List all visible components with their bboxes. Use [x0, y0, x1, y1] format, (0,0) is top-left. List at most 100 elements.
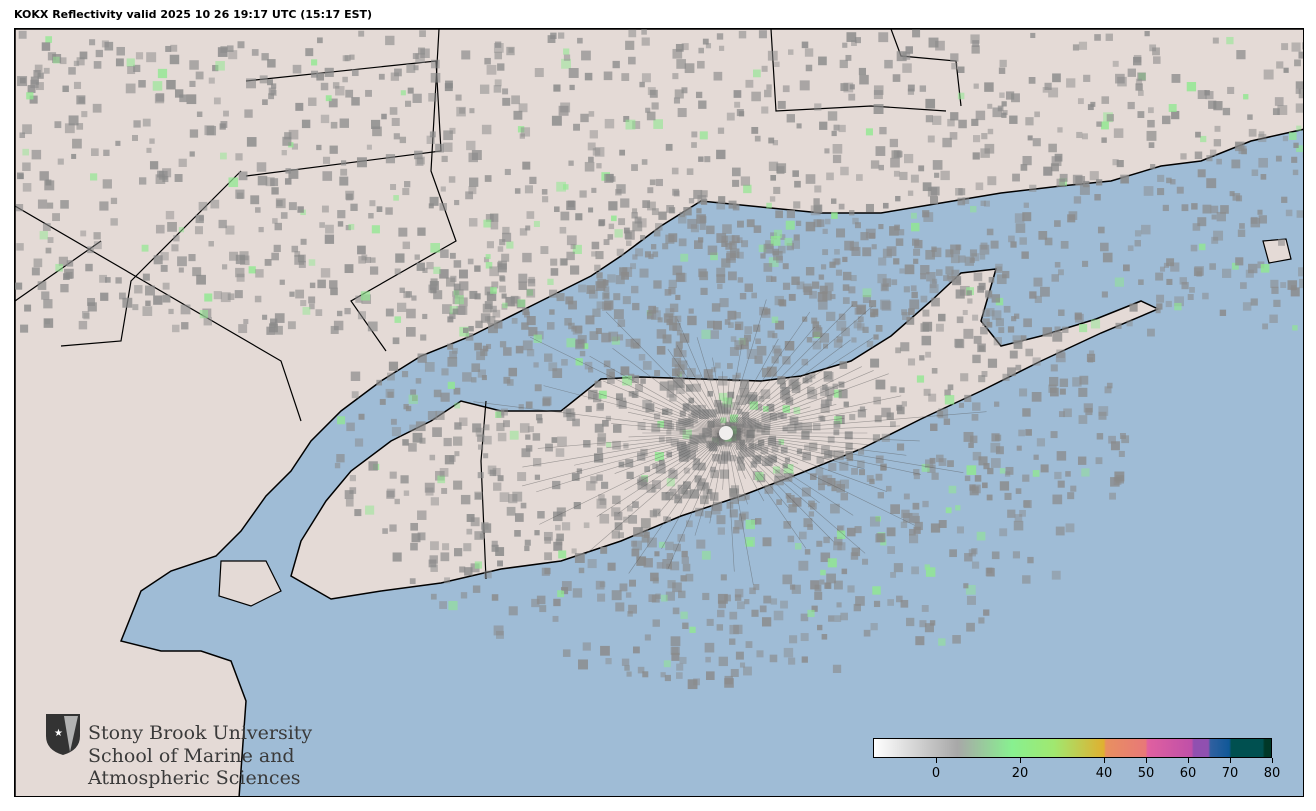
echo-pixel — [821, 445, 830, 455]
echo-pixel — [93, 61, 102, 69]
echo-pixel — [798, 531, 807, 540]
echo-pixel — [780, 413, 787, 420]
echo-pixel — [620, 366, 630, 376]
echo-pixel — [410, 522, 419, 531]
echo-pixel — [146, 147, 152, 153]
echo-pixel — [653, 413, 661, 420]
echo-pixel — [417, 353, 427, 363]
echo-pixel — [1012, 335, 1022, 345]
echo-pixel — [789, 416, 799, 426]
echo-pixel — [900, 521, 908, 529]
echo-pixel — [403, 403, 409, 410]
echo-pixel — [649, 510, 658, 518]
echo-pixel — [630, 263, 637, 270]
echo-pixel — [612, 440, 621, 450]
echo-pixel — [716, 200, 726, 210]
echo-pixel — [696, 482, 706, 491]
echo-pixel — [433, 389, 442, 398]
echo-pixel — [691, 131, 698, 138]
echo-pixel — [808, 511, 815, 517]
echo-pixel — [848, 93, 856, 101]
echo-pixel — [412, 395, 418, 402]
echo-pixel — [656, 329, 667, 339]
echo-pixel — [467, 258, 474, 265]
echo-pixel — [266, 326, 275, 335]
echo-pixel — [857, 409, 866, 418]
echo-pixel — [826, 573, 836, 584]
echo-pixel — [905, 46, 913, 54]
echo-pixel — [913, 526, 921, 534]
echo-pixel — [344, 264, 354, 274]
echo-pixel — [965, 584, 976, 595]
echo-pixel — [345, 89, 354, 98]
echo-pixel — [903, 493, 910, 500]
echo-pixel — [669, 394, 677, 402]
echo-pixel — [20, 324, 29, 333]
echo-pixel — [522, 252, 532, 263]
echo-pixel — [85, 263, 93, 272]
colorbar-tick-label: 80 — [1263, 766, 1281, 781]
echo-pixel — [1258, 131, 1265, 137]
radar-ray — [725, 337, 874, 434]
echo-pixel — [1295, 81, 1303, 89]
echo-pixel — [597, 433, 607, 442]
echo-pixel — [636, 478, 644, 486]
echo-pixel — [874, 415, 882, 423]
echo-pixel — [999, 481, 1010, 491]
echo-pixel — [468, 218, 478, 227]
echo-pixel — [597, 593, 606, 602]
echo-pixel — [1082, 260, 1089, 267]
echo-pixel — [1110, 441, 1120, 451]
echo-pixel — [673, 97, 681, 104]
echo-pixel — [1016, 445, 1022, 451]
echo-pixel — [899, 171, 908, 181]
echo-pixel — [412, 53, 419, 59]
echo-pixel — [1040, 464, 1049, 473]
echo-pixel — [589, 331, 599, 340]
echo-pixel — [754, 135, 761, 142]
echo-pixel — [58, 256, 68, 266]
echo-pixel — [1229, 191, 1235, 197]
echo-pixel — [622, 296, 631, 305]
echo-pixel — [22, 124, 32, 135]
echo-pixel — [778, 245, 786, 254]
radar-map[interactable] — [14, 28, 1304, 797]
echo-pixel — [782, 263, 789, 270]
echo-pixel — [840, 492, 849, 501]
echo-pixel — [994, 401, 1000, 407]
echo-pixel — [372, 126, 382, 137]
echo-pixel — [261, 53, 269, 61]
echo-pixel — [475, 493, 482, 500]
echo-pixel — [368, 213, 374, 219]
colorbar-tick-mark — [1230, 758, 1231, 763]
echo-pixel — [308, 259, 316, 266]
echo-pixel — [599, 513, 610, 524]
echo-pixel — [738, 451, 746, 459]
echo-pixel — [220, 46, 228, 53]
echo-pixel — [717, 609, 725, 618]
echo-pixel — [579, 350, 586, 357]
echo-pixel — [1126, 320, 1133, 327]
echo-pixel — [936, 410, 944, 418]
echo-pixel — [793, 407, 801, 414]
echo-pixel — [162, 168, 172, 178]
echo-pixel — [844, 240, 854, 251]
echo-pixel — [952, 635, 961, 644]
echo-pixel — [824, 582, 831, 589]
echo-pixel — [786, 114, 795, 123]
echo-pixel — [775, 210, 783, 219]
echo-pixel — [742, 418, 752, 428]
echo-pixel — [710, 252, 718, 261]
echo-pixel — [526, 211, 535, 219]
echo-pixel — [666, 451, 673, 458]
echo-pixel — [705, 671, 715, 680]
echo-pixel — [135, 52, 144, 60]
echo-pixel — [651, 594, 660, 603]
echo-pixel — [972, 152, 980, 160]
echo-pixel — [962, 309, 968, 315]
echo-pixel — [755, 454, 762, 461]
echo-pixel — [842, 271, 852, 281]
echo-pixel — [1194, 151, 1203, 159]
echo-pixel — [717, 127, 725, 134]
echo-pixel — [342, 76, 348, 83]
